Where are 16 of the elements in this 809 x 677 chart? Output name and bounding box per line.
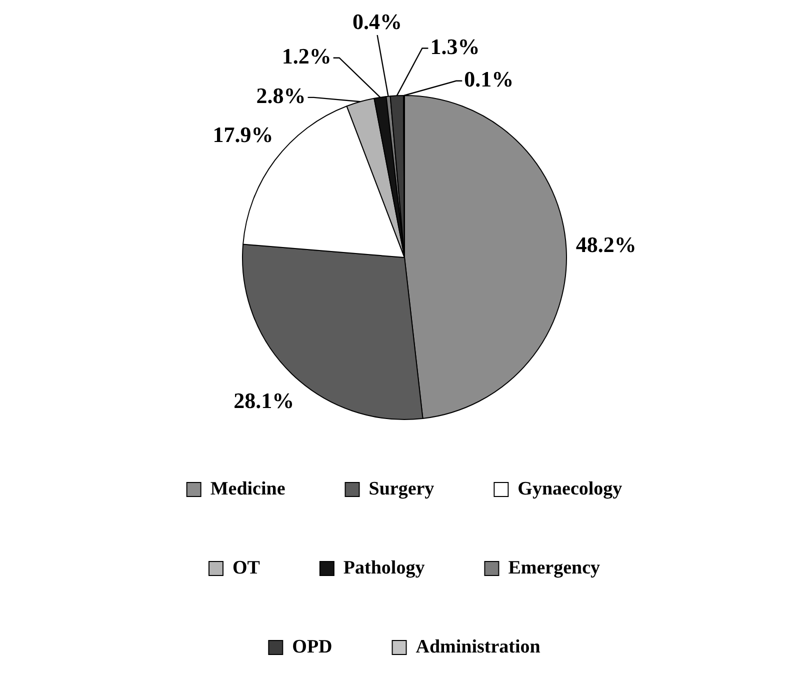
data-label: 0.1% [464, 66, 514, 92]
data-label: 17.9% [212, 122, 274, 147]
legend-label: OT [232, 557, 260, 578]
data-label: 0.4% [352, 8, 402, 34]
data-label: 1.3% [430, 34, 480, 59]
data-label: 1.2% [282, 44, 332, 69]
legend-label: Gynaecology [518, 478, 623, 500]
data-label: 28.1% [234, 388, 294, 414]
legend-label: OPD [292, 636, 332, 658]
legend-label: Medicine [210, 478, 286, 500]
data-label: 48.2% [576, 232, 636, 257]
legend-label: Pathology [343, 557, 426, 578]
legend-label: Emergency [508, 557, 601, 578]
data-label: 2.8% [256, 83, 306, 108]
legend-label: Surgery [368, 478, 435, 500]
legend-label: Administration [416, 636, 541, 658]
